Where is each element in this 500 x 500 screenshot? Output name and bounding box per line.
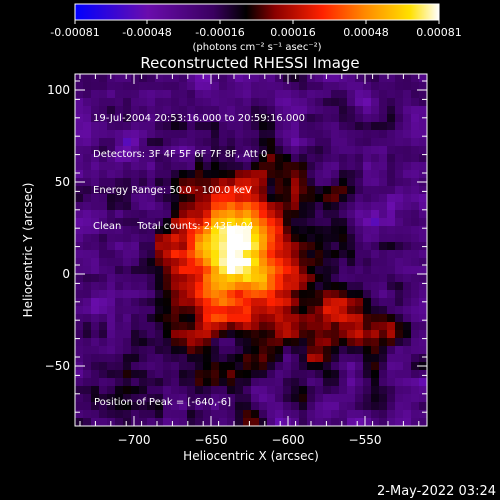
colorbar-units: (photons cm⁻² s⁻¹ asec⁻²) [192,42,321,53]
colorbar-tick-label: -0.00016 [195,26,244,39]
x-tick-label: −600 [272,433,305,447]
y-tick-label: −50 [45,359,70,373]
colorbar-tick-label: -0.00081 [50,26,99,39]
y-tick-label: 50 [55,175,70,189]
y-axis-label: Heliocentric Y (arcsec) [21,183,35,318]
colorbar-tick-label: -0.00048 [122,26,171,39]
x-axis-label: Heliocentric X (arcsec) [183,449,319,463]
x-tick-label: −650 [195,433,228,447]
info-time-range: 19-Jul-2004 20:53:16.000 to 20:59:16.000 [93,113,305,124]
info-detectors: Detectors: 3F 4F 5F 6F 7F 8F, Att 0 [93,149,268,160]
y-tick-label: 0 [62,267,70,281]
peak-position-label: Position of Peak = [-640,-6] [94,397,232,408]
axis-ticks [75,74,427,426]
x-tick-label: −550 [349,433,382,447]
timestamp: 2-May-2022 03:24 [377,484,496,499]
colorbar-ticks [74,20,440,24]
x-tick-label: −700 [118,433,151,447]
colorbar-tick-label: 0.00081 [416,26,462,39]
info-clean-counts: Clean Total counts: 2.43E+04 [93,221,254,232]
plot-title: Reconstructed RHESSI Image [140,54,359,72]
observation-info: 19-Jul-2004 20:53:16.000 to 20:59:16.000… [93,89,305,245]
colorbar [74,3,440,21]
info-energy-range: Energy Range: 50.0 - 100.0 keV [93,185,252,196]
plot-frame [74,73,428,427]
colorbar-tick-label: 0.00016 [270,26,316,39]
y-tick-label: 100 [47,83,70,97]
colorbar-tick-label: 0.00048 [343,26,389,39]
